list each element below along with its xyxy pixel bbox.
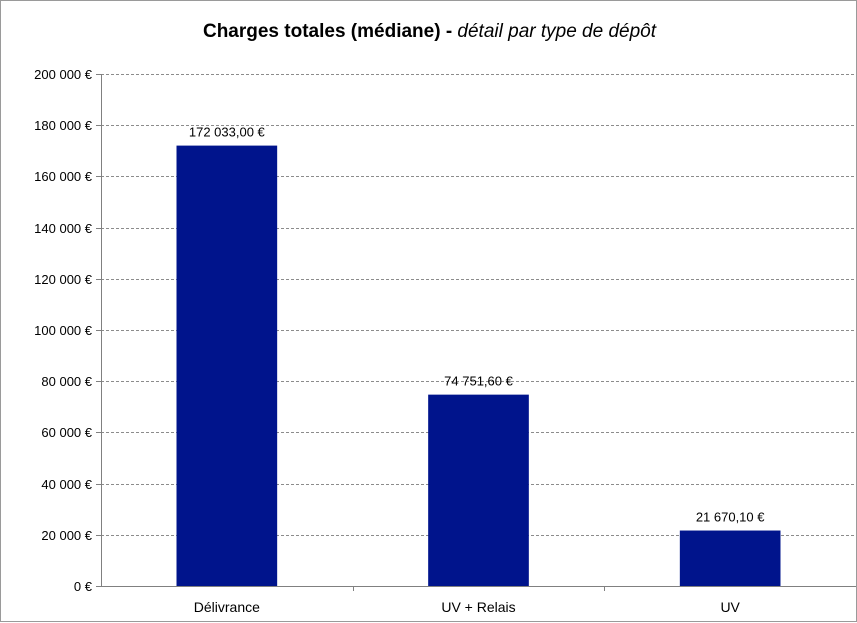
- bar-uv: [679, 530, 781, 586]
- bar-d-livrance: [176, 145, 278, 586]
- y-tick-label: 200 000 €: [34, 67, 93, 82]
- data-label: 172 033,00 €: [189, 125, 266, 140]
- labels: 0 € 20 000 € 40 000 € 60 000 € 80 000 € 100 0…: [34, 67, 765, 615]
- bar-uv-relais: [428, 394, 529, 586]
- y-tick-label: 60 000 €: [41, 425, 92, 440]
- x-category-label: UV: [720, 599, 740, 615]
- y-tick-label: 20 000 €: [41, 528, 92, 543]
- bars: [176, 145, 781, 586]
- y-tick-label: 140 000 €: [34, 221, 93, 236]
- chart-title: Charges totales (médiane) - détail par t…: [1, 21, 857, 43]
- chart-title-main: Charges totales (médiane) -: [202, 21, 458, 42]
- y-tick-label: 160 000 €: [34, 169, 93, 184]
- x-category-label: Délivrance: [194, 599, 260, 615]
- data-label: 74 751,60 €: [444, 374, 513, 389]
- x-category-label: UV + Relais: [441, 599, 515, 615]
- y-tick-label: 100 000 €: [34, 323, 93, 338]
- y-tick-label: 120 000 €: [34, 272, 93, 287]
- y-tick-label: 80 000 €: [41, 374, 92, 389]
- y-tick-label: 0 €: [74, 579, 93, 594]
- y-tick-label: 180 000 €: [34, 118, 93, 133]
- y-tick-label: 40 000 €: [41, 477, 92, 492]
- chart-subtitle: détail par type de dépôt: [457, 21, 657, 42]
- data-label: 21 670,10 €: [696, 510, 765, 525]
- axes: [96, 74, 856, 591]
